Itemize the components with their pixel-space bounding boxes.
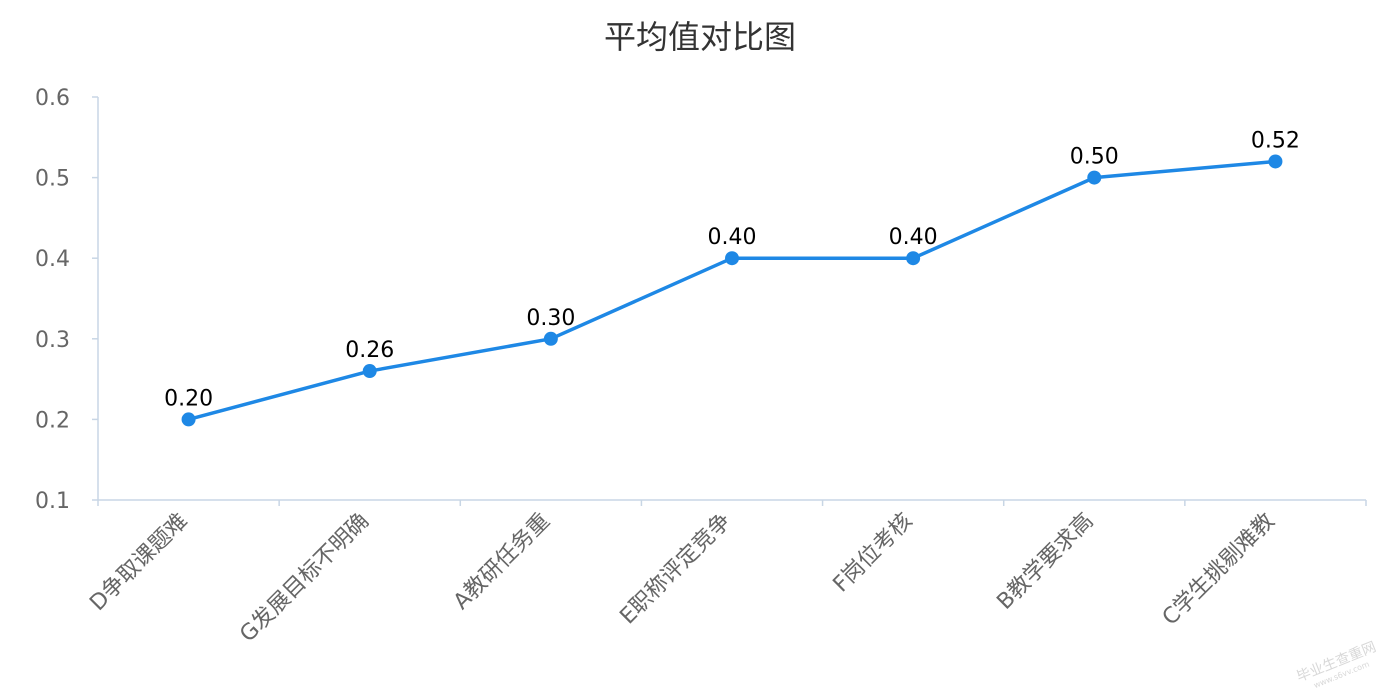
watermark: 毕业生查重网 www.s6vv.com xyxy=(1295,639,1379,690)
data-point[interactable] xyxy=(906,251,921,266)
data-label: 0.50 xyxy=(1070,145,1119,170)
x-tick-label: F岗位考核 xyxy=(829,509,918,598)
data-label: 0.30 xyxy=(526,306,575,331)
x-tick-label: D争取课题难 xyxy=(85,509,192,616)
data-point[interactable] xyxy=(1268,154,1283,169)
y-axis-ticks: 0.1 0.2 0.3 0.4 0.5 0.6 xyxy=(35,86,98,514)
data-points-group xyxy=(181,154,1283,427)
x-tick-label: G发展目标不明确 xyxy=(235,509,374,648)
x-tick-label: C学生挑剔难教 xyxy=(1158,509,1280,631)
data-label: 0.26 xyxy=(345,338,394,363)
data-point[interactable] xyxy=(181,412,196,427)
series-line-group xyxy=(186,159,1278,422)
y-tick-label: 0.2 xyxy=(35,408,70,433)
data-point[interactable] xyxy=(725,251,739,266)
x-tick-label: B教学要求高 xyxy=(992,509,1098,615)
y-tick-label: 0.3 xyxy=(35,328,70,353)
data-label: 0.40 xyxy=(708,225,757,250)
data-label: 0.40 xyxy=(889,225,938,250)
y-tick-label: 0.5 xyxy=(35,167,70,192)
x-axis-ticks: D争取课题难 G发展目标不明确 A教研任务重 E职称评定竞争 F岗位考核 B教学要求高 C学… xyxy=(85,500,1367,648)
chart-title: 平均值对比图 xyxy=(604,18,796,56)
x-tick-label: A教研任务重 xyxy=(449,509,555,615)
x-tick-label: E职称评定竞争 xyxy=(615,509,736,630)
y-tick-label: 0.1 xyxy=(35,489,70,514)
data-label: 0.52 xyxy=(1251,128,1300,153)
series-line xyxy=(186,159,1278,422)
axes xyxy=(97,97,1366,501)
data-point[interactable] xyxy=(543,331,558,346)
data-point[interactable] xyxy=(1087,170,1102,185)
data-label: 0.20 xyxy=(164,386,213,411)
y-tick-label: 0.6 xyxy=(35,86,70,111)
data-labels-group: 0.20 0.26 0.30 0.40 0.40 0.50 0.52 xyxy=(164,128,1300,411)
y-tick-label: 0.4 xyxy=(35,247,70,272)
data-point[interactable] xyxy=(362,364,377,379)
